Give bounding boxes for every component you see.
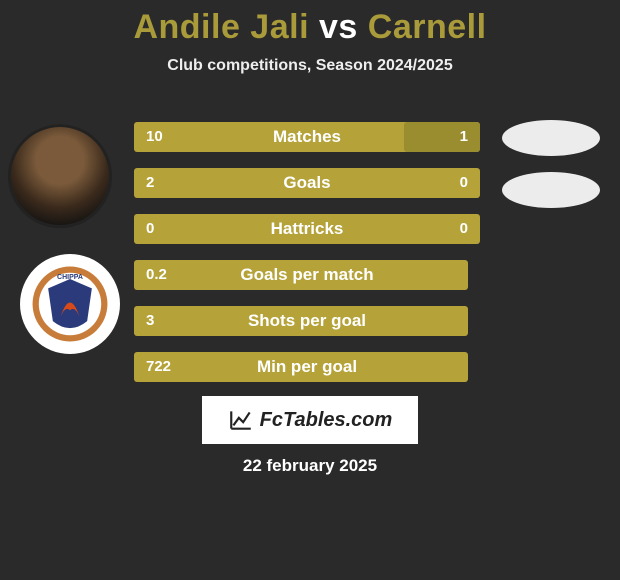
player-right-avatar-bottom <box>502 172 600 208</box>
logo-text: FcTables.com <box>260 409 393 432</box>
chart-icon <box>228 407 254 433</box>
title-player-left: Andile Jali <box>133 8 309 46</box>
page-title: Andile Jali vs Carnell <box>0 0 620 47</box>
stat-bar: 3Shots per goal <box>134 306 480 336</box>
stat-bar: 2Goals0 <box>134 168 480 198</box>
stat-bar: 10Matches1 <box>134 122 480 152</box>
bar-label: Matches <box>134 122 480 152</box>
bar-label: Goals <box>134 168 480 198</box>
stat-bar: 722Min per goal <box>134 352 480 382</box>
stat-bars: 10Matches12Goals00Hattricks00.2Goals per… <box>134 122 480 398</box>
bar-value-right: 0 <box>460 168 468 198</box>
fctables-logo: FcTables.com <box>202 396 418 444</box>
bar-label: Min per goal <box>134 352 480 382</box>
svg-text:CHIPPA: CHIPPA <box>57 274 83 281</box>
stat-bar: 0Hattricks0 <box>134 214 480 244</box>
subtitle: Club competitions, Season 2024/2025 <box>0 57 620 75</box>
bar-label: Hattricks <box>134 214 480 244</box>
bar-value-right: 0 <box>460 214 468 244</box>
club-badge: CHIPPA <box>20 254 120 354</box>
title-vs: vs <box>319 8 358 46</box>
bar-label: Goals per match <box>134 260 480 290</box>
bar-value-right: 1 <box>460 122 468 152</box>
player-right-avatar-top <box>502 120 600 156</box>
player-left-avatar <box>8 124 112 228</box>
bar-label: Shots per goal <box>134 306 480 336</box>
date-label: 22 february 2025 <box>0 456 620 476</box>
stat-bar: 0.2Goals per match <box>134 260 480 290</box>
title-player-right: Carnell <box>368 8 487 46</box>
